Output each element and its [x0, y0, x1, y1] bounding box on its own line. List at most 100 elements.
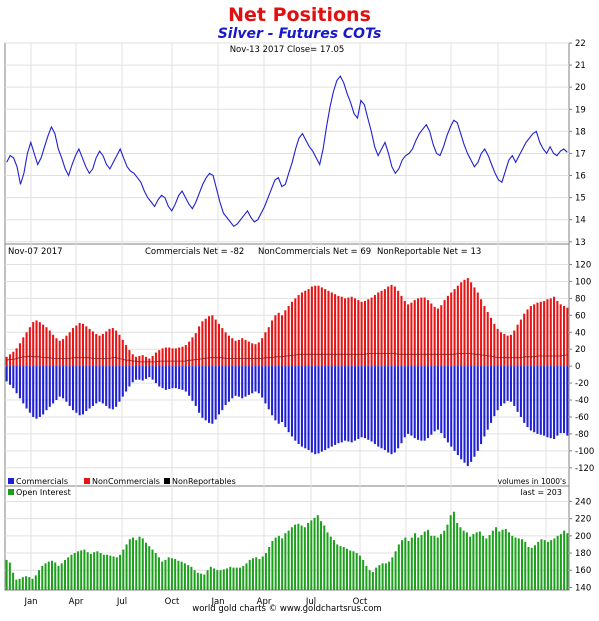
- x-tick-label: Apr: [69, 597, 84, 607]
- commercials-bar: [25, 366, 28, 409]
- open-interest-bar: [352, 551, 355, 590]
- open-interest-bar: [333, 540, 336, 590]
- open-interest-bar: [196, 572, 199, 590]
- noncommercials-bar: [5, 356, 8, 367]
- noncommercials-bar: [506, 335, 509, 367]
- open-interest-bar: [394, 551, 397, 590]
- commercials-bar: [383, 366, 386, 450]
- noncommercials-bar: [499, 332, 503, 367]
- noncommercials-bar: [115, 330, 118, 367]
- noncommercials-bar: [257, 342, 260, 367]
- commercials-bar: [526, 366, 529, 428]
- open-interest-bar: [465, 532, 468, 590]
- open-interest-bar: [242, 565, 245, 590]
- commercials-bar: [539, 366, 542, 435]
- open-interest-bar: [384, 563, 387, 590]
- noncommercials-bar: [536, 302, 539, 367]
- open-interest-bar: [563, 530, 566, 590]
- commercials-bar: [271, 366, 274, 416]
- commercials-bar: [350, 366, 353, 443]
- open-interest-bar: [174, 559, 177, 590]
- y-tick-label: -100: [575, 447, 594, 457]
- noncommercials-bar: [25, 332, 28, 367]
- noncommercials-bar: [420, 297, 423, 367]
- commercials-bar: [523, 366, 526, 423]
- commercials-bar: [254, 366, 257, 392]
- noncommercials-bar: [490, 317, 493, 367]
- footer-credit: world gold charts © www.goldchartsrus.co…: [192, 604, 381, 614]
- x-tick-label: Jul: [305, 597, 316, 607]
- noncommercials-bar: [261, 338, 264, 367]
- commercials-bar: [317, 366, 320, 454]
- noncommercials-bar: [151, 355, 154, 367]
- open-interest-bar: [128, 539, 131, 590]
- commercials-bar: [204, 366, 207, 421]
- y-tick-label: 19: [575, 105, 586, 115]
- open-interest-bar: [38, 570, 41, 590]
- commercials-bar: [214, 366, 217, 420]
- noncommercials-bar: [148, 358, 151, 367]
- noncommercials-bar: [400, 295, 403, 367]
- commercials-bar: [490, 366, 493, 423]
- open-interest-bar: [193, 570, 196, 590]
- noncommercials-bar: [350, 296, 353, 367]
- noncommercials-bar: [460, 282, 463, 367]
- commercials-bar: [75, 366, 78, 413]
- noncommercials-bar: [363, 300, 366, 367]
- open-interest-bar: [213, 568, 216, 590]
- noncommercials-bar: [274, 315, 277, 367]
- open-interest-bar: [533, 545, 536, 590]
- noncommercials-bar: [446, 295, 449, 367]
- open-interest-bar: [67, 557, 70, 590]
- x-tick-label: Jan: [23, 597, 37, 607]
- open-interest-bar: [303, 527, 306, 590]
- noncommercials-bar: [138, 355, 141, 367]
- open-interest-bar: [284, 533, 287, 590]
- commercials-bar: [563, 366, 566, 434]
- commercials-bar: [470, 366, 473, 462]
- commercials-bar: [387, 366, 390, 453]
- commercials-bar: [443, 366, 446, 439]
- open-interest-bar: [371, 571, 374, 590]
- legend-noncommercials-label: NonCommercials: [92, 477, 160, 486]
- commercials-bar: [208, 366, 211, 423]
- noncommercials-bar: [413, 300, 416, 367]
- noncommercials-bar: [383, 289, 386, 367]
- commercials-net-stat: Commercials Net = -82: [145, 247, 244, 257]
- noncommercials-bar: [118, 334, 121, 367]
- commercials-bar: [22, 366, 25, 404]
- open-interest-bar: [106, 554, 109, 590]
- open-interest-bar: [187, 565, 190, 590]
- axis-layer: 13 14 15 16 17 18 19 20 21 22 -120 -100 -80 -60 -40 -20…: [23, 39, 594, 607]
- open-interest-bar: [559, 534, 562, 590]
- noncommercials-bar: [241, 338, 244, 367]
- noncommercials-bar: [178, 347, 181, 367]
- commercials-bar: [194, 366, 197, 406]
- commercials-bar: [320, 366, 323, 452]
- commercials-bar: [191, 366, 194, 401]
- open-interest-bar: [290, 527, 293, 590]
- commercials-bar: [400, 366, 403, 444]
- open-interest-bar: [342, 547, 345, 590]
- open-interest-bar: [420, 534, 423, 590]
- open-interest-bar: [488, 534, 491, 590]
- open-interest-bar: [423, 531, 426, 590]
- commercials-bar: [410, 366, 413, 436]
- noncommercials-bar: [65, 335, 68, 367]
- noncommercials-bar: [52, 334, 55, 367]
- commercials-bar: [95, 366, 98, 404]
- commercials-bar: [201, 366, 204, 418]
- commercials-bar: [556, 366, 559, 436]
- commercials-bar: [436, 366, 439, 430]
- commercials-bar: [403, 366, 406, 438]
- commercials-bar: [300, 366, 303, 447]
- open-interest-bar: [310, 520, 313, 590]
- commercials-bar: [284, 366, 287, 428]
- open-interest-bar: [54, 562, 57, 590]
- noncommercials-bar: [208, 316, 211, 367]
- open-interest-bar: [452, 511, 455, 590]
- open-interest-bar: [495, 527, 498, 590]
- y-tick-label: 20: [575, 345, 586, 355]
- y-tick-label: 120: [575, 261, 591, 271]
- noncommercials-bar: [549, 298, 552, 367]
